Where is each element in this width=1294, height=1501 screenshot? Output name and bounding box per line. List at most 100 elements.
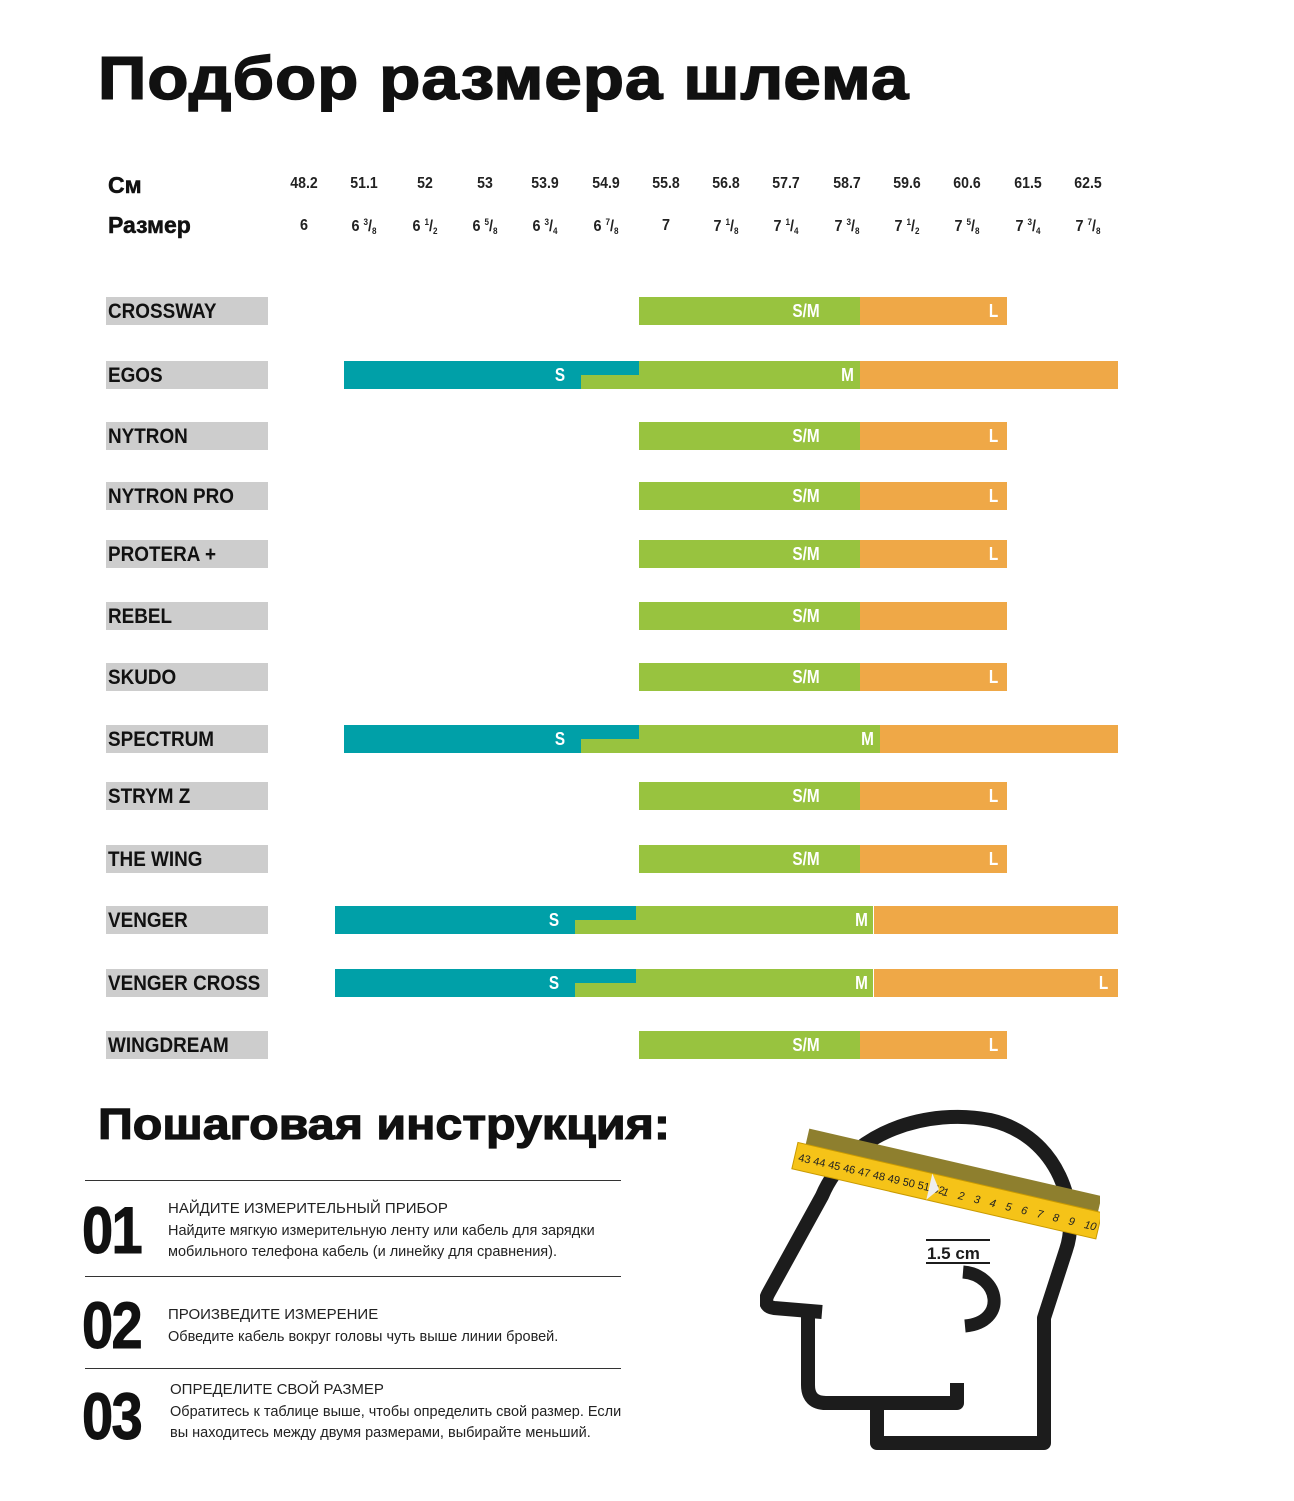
size-row-label: Размер [108,212,191,239]
cm-tick-label: 59.6 [893,175,921,192]
size-denominator: 8 [613,226,619,236]
size-denominator: 8 [1095,226,1101,236]
cm-tick-label: 56.8 [712,175,740,192]
model-name: VENGER CROSS [108,972,261,995]
model-name-box: SKUDO [106,663,268,691]
cm-row-label: См [108,172,142,199]
model-name: WINGDREAM [108,1034,229,1057]
size-label: M [861,729,875,749]
model-name-box: EGOS [106,361,268,389]
model-name: CROSSWAY [108,300,217,323]
step-body: Обратитесь к таблице выше, чтобы определ… [170,1404,622,1441]
size-label: L [988,786,998,806]
size-whole: 7 [773,218,782,235]
size-label: S/M [792,606,820,626]
bar-segment-l [860,297,1008,325]
size-tick-label: 6 1/2 [412,217,438,236]
model-name: REBEL [108,605,173,628]
bar-segment-sm [639,482,861,510]
size-label: L [988,849,998,869]
size-whole: 7 [1015,218,1024,235]
size-denominator: 4 [1035,226,1041,236]
size-whole: 6 [592,218,601,235]
model-name-box: NYTRON PRO [106,482,268,510]
bar-segment-m [639,361,861,389]
model-name: STRYM Z [108,785,191,808]
size-label: L [988,426,998,446]
size-numerator: 3 [544,217,550,227]
cm-tick-label: 53 [477,175,493,192]
size-numerator: 3 [846,217,851,227]
size-tick-label: 6 7/8 [592,217,619,236]
step-heading: НАЙДИТЕ ИЗМЕРИТЕЛЬНЫЙ ПРИБОР [168,1200,448,1217]
size-label: S [555,365,566,385]
size-whole: 7 [954,218,963,235]
bar-segment-m-overlap [581,375,639,389]
step-body: Найдите мягкую измерительную ленту или к… [168,1223,595,1260]
size-denominator: 8 [975,226,980,236]
measuring-tape-icon: 43 44 45 46 47 48 49 50 51 52 1 2 3 4 5 … [791,1128,1100,1240]
bar-segment-l [860,540,1008,568]
size-label: L [1098,973,1109,993]
bar-segment-l [860,422,1008,450]
bar-segment-m [639,725,881,753]
model-name-box: REBEL [106,602,268,630]
bar-segment-s-overlap [581,725,639,739]
model-name: SPECTRUM [108,728,215,751]
divider [85,1180,621,1181]
size-label: S/M [792,849,820,869]
model-name: THE WING [108,848,203,871]
size-label: S [549,910,560,930]
size-tick-label: 7 [639,217,693,235]
bar-segment-m-overlap [575,920,636,934]
bar-segment-sm [639,663,861,691]
bar-segment-m-overlap [575,983,636,997]
offset-label: 1.5 cm [927,1244,980,1263]
size-label: L [988,301,998,321]
size-numerator: 7 [1087,217,1092,227]
size-whole: 7 [894,218,903,235]
model-name-box: NYTRON [106,422,268,450]
size-numerator: 1 [785,217,791,227]
size-whole: 6 [351,218,360,235]
size-tick-label: 6 5/8 [472,217,498,236]
bar-segment-sm [639,782,861,810]
size-whole: 7 [713,218,722,235]
size-tick-label: 6 [277,217,331,235]
cm-tick-label: 60.6 [953,175,981,192]
model-name: EGOS [108,364,163,387]
size-tick-label: 6 3/4 [532,217,558,236]
size-label: S/M [792,426,820,446]
model-name-box: THE WING [106,845,268,873]
bar-segment-sm [639,602,861,630]
bar-segment-s [343,725,582,753]
cm-tick-label: 61.5 [1013,175,1042,192]
bar-segment-s-overlap [581,361,639,375]
size-tick-label: 7 7/8 [1075,217,1101,236]
size-numerator: 1 [725,217,731,227]
bar-segment-sm [639,845,861,873]
step-number: 03 [82,1379,144,1454]
page-title: Подбор размера шлема [97,44,910,113]
size-denominator: 2 [432,226,438,236]
size-tick-label: 7 1/8 [713,217,739,236]
size-whole: 7 [1075,218,1084,235]
bar-segment-l [860,663,1008,691]
size-label: S/M [792,1035,820,1055]
step-body: Обведите кабель вокруг головы чуть выше … [168,1329,559,1345]
size-tick-label: 7 3/8 [834,217,860,236]
bar-segment-sm [639,1031,861,1059]
bar-segment-s [343,361,582,389]
size-label: S [555,729,566,749]
cm-tick-label: 55.8 [652,175,680,192]
size-denominator: 8 [854,226,860,236]
bar-segment-sm [639,540,861,568]
size-label: S/M [792,301,820,321]
size-tick-label: 6 3/8 [351,217,377,236]
size-whole: 6 [532,218,541,235]
bar-segment-m-overlap [581,739,639,753]
cm-tick-label: 57.7 [772,175,801,192]
bar-segment-s [335,969,576,997]
bar-segment-l [860,1031,1008,1059]
size-numerator: 1 [906,217,912,227]
